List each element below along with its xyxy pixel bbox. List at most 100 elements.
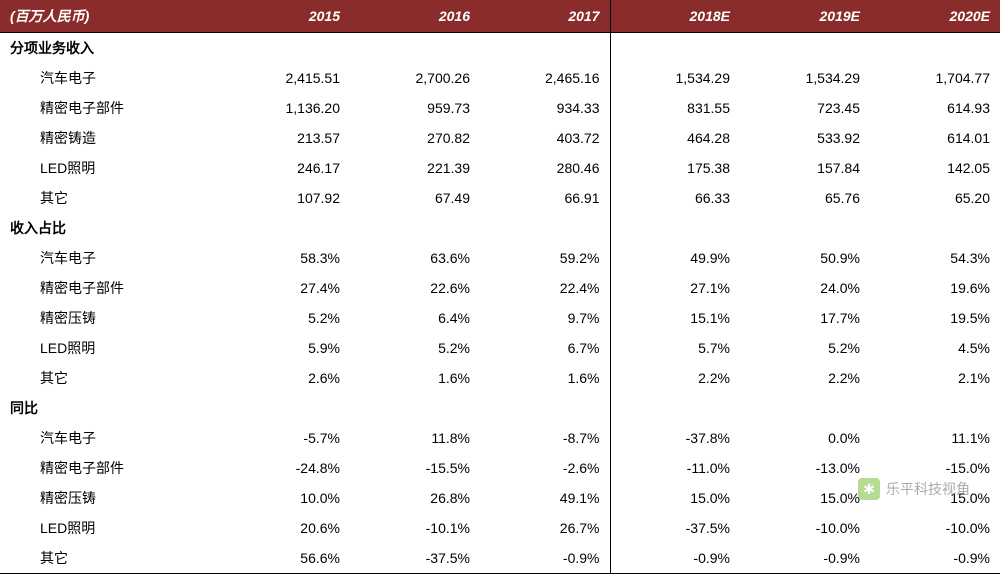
data-cell: 65.20 <box>870 183 1000 213</box>
header-year: 2016 <box>350 0 480 33</box>
row-label: 精密压铸 <box>0 303 220 333</box>
table-row: 汽车电子-5.7%11.8%-8.7%-37.8%0.0%11.1% <box>0 423 1000 453</box>
empty-cell <box>610 33 740 64</box>
data-cell: -10.0% <box>740 513 870 543</box>
data-cell: 20.6% <box>220 513 350 543</box>
data-cell: 614.93 <box>870 93 1000 123</box>
table-row: 精密铸造213.57270.82403.72464.28533.92614.01 <box>0 123 1000 153</box>
empty-cell <box>610 213 740 243</box>
financial-table: (百万人民币) 2015 2016 2017 2018E 2019E 2020E… <box>0 0 1000 574</box>
row-label: LED照明 <box>0 333 220 363</box>
row-label: 精密电子部件 <box>0 273 220 303</box>
data-cell: 49.1% <box>480 483 610 513</box>
data-cell: -37.5% <box>610 513 740 543</box>
data-cell: 2.6% <box>220 363 350 393</box>
data-cell: -15.5% <box>350 453 480 483</box>
data-cell: 831.55 <box>610 93 740 123</box>
data-cell: -5.7% <box>220 423 350 453</box>
table-row: LED照明5.9%5.2%6.7%5.7%5.2%4.5% <box>0 333 1000 363</box>
header-year: 2015 <box>220 0 350 33</box>
empty-cell <box>740 393 870 423</box>
data-cell: 5.7% <box>610 333 740 363</box>
empty-cell <box>350 33 480 64</box>
data-cell: 15.0% <box>740 483 870 513</box>
data-cell: 533.92 <box>740 123 870 153</box>
section-title-row: 收入占比 <box>0 213 1000 243</box>
table-row: 精密电子部件1,136.20959.73934.33831.55723.4561… <box>0 93 1000 123</box>
data-cell: 15.0% <box>870 483 1000 513</box>
data-cell: -0.9% <box>740 543 870 574</box>
section-title: 收入占比 <box>0 213 220 243</box>
data-cell: 22.4% <box>480 273 610 303</box>
empty-cell <box>220 213 350 243</box>
section-title: 同比 <box>0 393 220 423</box>
data-cell: 723.45 <box>740 93 870 123</box>
data-cell: 56.6% <box>220 543 350 574</box>
section-title: 分项业务收入 <box>0 33 220 64</box>
table-row: 汽车电子2,415.512,700.262,465.161,534.291,53… <box>0 63 1000 93</box>
data-cell: -8.7% <box>480 423 610 453</box>
data-cell: 175.38 <box>610 153 740 183</box>
data-cell: -15.0% <box>870 453 1000 483</box>
data-cell: 2,465.16 <box>480 63 610 93</box>
data-cell: 5.2% <box>220 303 350 333</box>
data-cell: 1,534.29 <box>610 63 740 93</box>
data-cell: 27.1% <box>610 273 740 303</box>
table-row: 精密压铸5.2%6.4%9.7%15.1%17.7%19.5% <box>0 303 1000 333</box>
row-label: 其它 <box>0 543 220 574</box>
data-cell: 221.39 <box>350 153 480 183</box>
data-cell: -10.1% <box>350 513 480 543</box>
table-row: 精密压铸10.0%26.8%49.1%15.0%15.0%15.0% <box>0 483 1000 513</box>
data-cell: -0.9% <box>480 543 610 574</box>
data-cell: -13.0% <box>740 453 870 483</box>
empty-cell <box>350 393 480 423</box>
row-label: LED照明 <box>0 513 220 543</box>
empty-cell <box>480 213 610 243</box>
row-label: 精密电子部件 <box>0 93 220 123</box>
data-cell: 157.84 <box>740 153 870 183</box>
table-body: 分项业务收入汽车电子2,415.512,700.262,465.161,534.… <box>0 33 1000 574</box>
data-cell: 2,700.26 <box>350 63 480 93</box>
data-cell: 1.6% <box>350 363 480 393</box>
data-cell: -37.5% <box>350 543 480 574</box>
empty-cell <box>220 393 350 423</box>
data-cell: 2.1% <box>870 363 1000 393</box>
data-cell: 26.8% <box>350 483 480 513</box>
row-label: LED照明 <box>0 153 220 183</box>
data-cell: 22.6% <box>350 273 480 303</box>
table-row: 其它2.6%1.6%1.6%2.2%2.2%2.1% <box>0 363 1000 393</box>
data-cell: -0.9% <box>870 543 1000 574</box>
data-cell: 19.6% <box>870 273 1000 303</box>
data-cell: 17.7% <box>740 303 870 333</box>
data-cell: 280.46 <box>480 153 610 183</box>
row-label: 汽车电子 <box>0 423 220 453</box>
data-cell: 27.4% <box>220 273 350 303</box>
row-label: 精密压铸 <box>0 483 220 513</box>
data-cell: -2.6% <box>480 453 610 483</box>
data-cell: 1.6% <box>480 363 610 393</box>
data-cell: 50.9% <box>740 243 870 273</box>
data-cell: 6.7% <box>480 333 610 363</box>
data-cell: 2,415.51 <box>220 63 350 93</box>
data-cell: 6.4% <box>350 303 480 333</box>
section-title-row: 同比 <box>0 393 1000 423</box>
data-cell: 5.2% <box>740 333 870 363</box>
data-cell: 5.2% <box>350 333 480 363</box>
data-cell: 614.01 <box>870 123 1000 153</box>
data-cell: 934.33 <box>480 93 610 123</box>
data-cell: 49.9% <box>610 243 740 273</box>
data-cell: 11.8% <box>350 423 480 453</box>
empty-cell <box>870 393 1000 423</box>
table-row: LED照明246.17221.39280.46175.38157.84142.0… <box>0 153 1000 183</box>
empty-cell <box>740 33 870 64</box>
empty-cell <box>740 213 870 243</box>
data-cell: 54.3% <box>870 243 1000 273</box>
row-label: 其它 <box>0 363 220 393</box>
data-cell: 11.1% <box>870 423 1000 453</box>
data-cell: 66.33 <box>610 183 740 213</box>
data-cell: 270.82 <box>350 123 480 153</box>
data-cell: 464.28 <box>610 123 740 153</box>
data-cell: 63.6% <box>350 243 480 273</box>
data-cell: 1,534.29 <box>740 63 870 93</box>
empty-cell <box>480 393 610 423</box>
